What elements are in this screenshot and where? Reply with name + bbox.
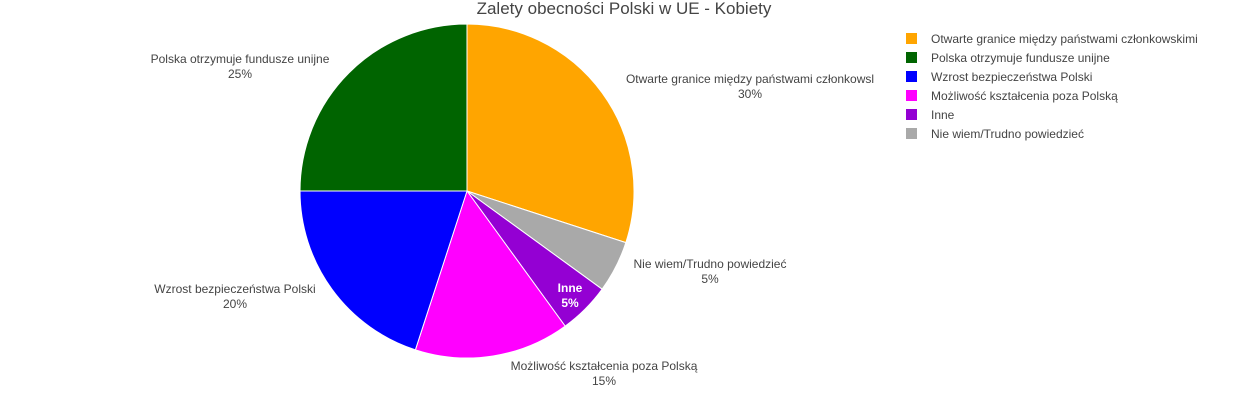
legend-item-1[interactable]: Otwarte granice między państwami członko… — [906, 32, 1198, 46]
legend-label-2: Polska otrzymuje fundusze unijne — [931, 51, 1110, 65]
legend-item-3[interactable]: Wzrost bezpieczeństwa Polski — [906, 70, 1092, 84]
slice-label-4: Możliwość kształcenia poza Polską — [511, 359, 698, 373]
legend: Otwarte granice między państwami członko… — [906, 32, 1198, 141]
slice-percent-6: 25% — [228, 67, 252, 81]
slice-percent-2: 5% — [701, 272, 719, 286]
chart-title: Zalety obecności Polski w UE - Kobiety — [477, 0, 772, 18]
pie-slice-1[interactable] — [466, 23, 635, 244]
legend-swatch-2 — [906, 52, 917, 63]
pie-labels: Otwarte granice między państwami członko… — [151, 52, 874, 388]
legend-label-4: Możliwość kształcenia poza Polską — [931, 89, 1118, 103]
slice-label-1: Otwarte granice między państwami członko… — [626, 72, 874, 86]
legend-swatch-1 — [906, 33, 917, 44]
legend-label-5: Inne — [931, 108, 955, 122]
slice-percent-4: 15% — [592, 374, 616, 388]
slice-label-2: Nie wiem/Trudno powiedzieć — [634, 257, 787, 271]
legend-label-6: Nie wiem/Trudno powiedzieć — [931, 127, 1084, 141]
slice-percent-5: 20% — [223, 297, 247, 311]
pie-slice-4[interactable] — [414, 189, 566, 359]
legend-swatch-6 — [906, 128, 917, 139]
legend-item-6[interactable]: Nie wiem/Trudno powiedzieć — [906, 127, 1084, 141]
legend-item-4[interactable]: Możliwość kształcenia poza Polską — [906, 89, 1118, 103]
slice-percent-3: 5% — [561, 296, 579, 310]
legend-swatch-4 — [906, 90, 917, 101]
legend-label-3: Wzrost bezpieczeństwa Polski — [931, 70, 1092, 84]
pie-slices — [299, 23, 635, 359]
pie-slice-5[interactable] — [299, 190, 468, 351]
slice-label-6: Polska otrzymuje fundusze unijne — [151, 52, 330, 66]
slice-label-3: Inne — [558, 281, 583, 295]
legend-item-2[interactable]: Polska otrzymuje fundusze unijne — [906, 51, 1110, 65]
legend-swatch-5 — [906, 109, 917, 120]
legend-label-1: Otwarte granice między państwami członko… — [931, 32, 1198, 46]
legend-item-5[interactable]: Inne — [906, 108, 955, 122]
legend-swatch-3 — [906, 71, 917, 82]
slice-label-5: Wzrost bezpieczeństwa Polski — [154, 282, 315, 296]
slice-percent-1: 30% — [738, 87, 762, 101]
pie-slice-6[interactable] — [299, 23, 468, 192]
